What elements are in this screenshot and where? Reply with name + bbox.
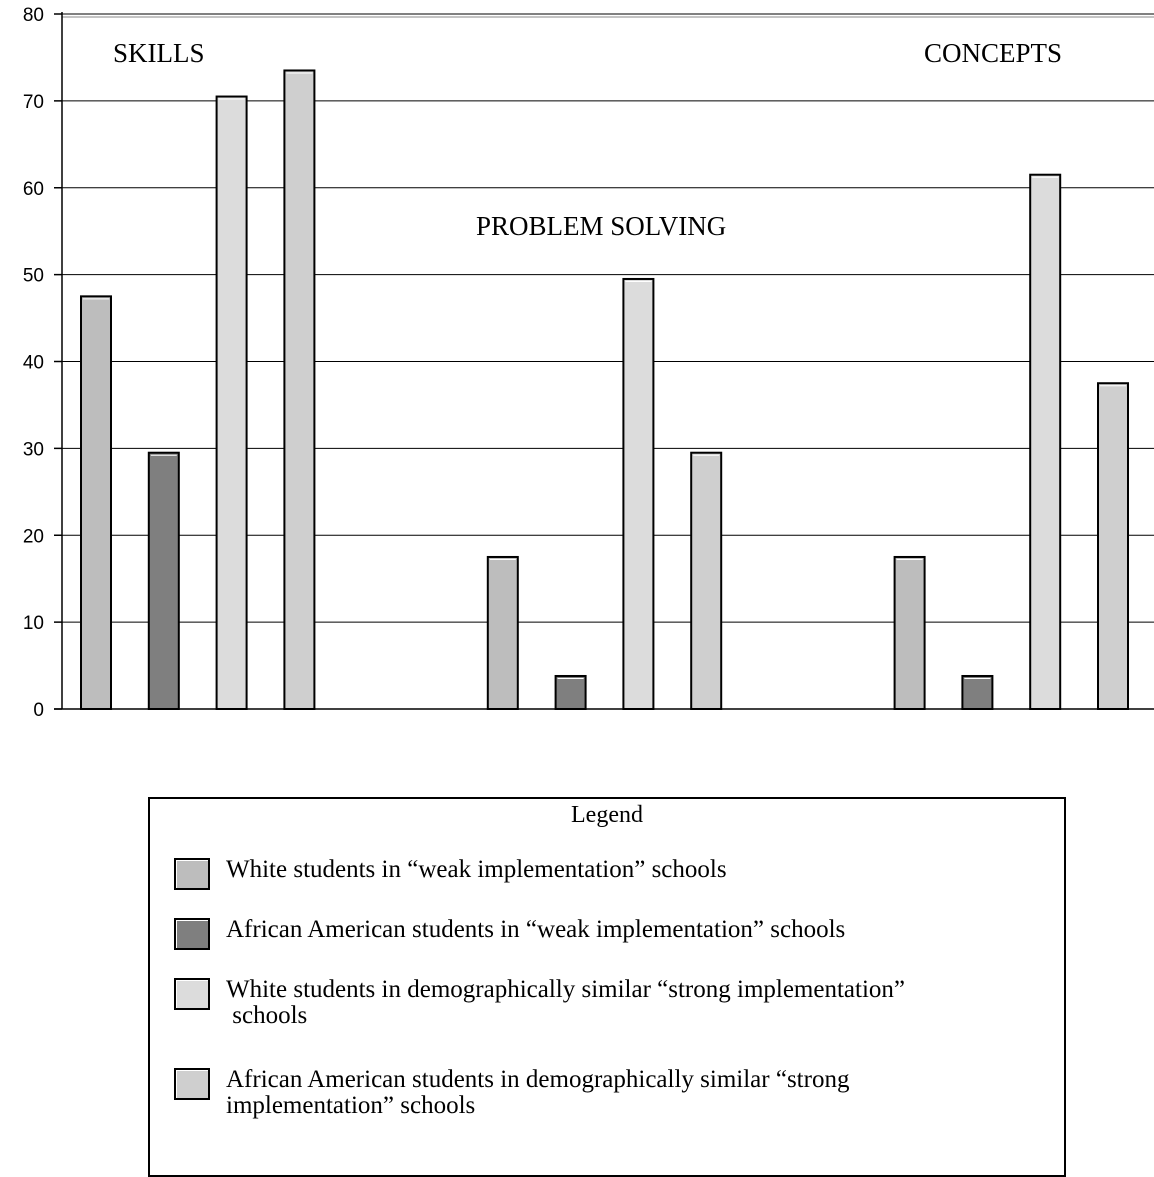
- legend-label: African American students in “weak imple…: [226, 916, 846, 943]
- bar-chart: 0 10 20 30 40 50 60 70 80 SKILLS PROBLEM SOLVING CO…: [23, 5, 1154, 721]
- y-tick-label: 70: [23, 92, 44, 113]
- legend-label: White students in demographically simila…: [226, 976, 906, 1029]
- y-tick-label: 30: [23, 439, 44, 460]
- y-tick-label: 0: [33, 700, 44, 721]
- group-label: CONCEPTS: [924, 38, 1062, 68]
- legend-label: African American students in demographic…: [226, 1066, 850, 1119]
- y-tick-label: 50: [23, 266, 44, 287]
- bar: [1097, 382, 1129, 710]
- y-tick-label: 10: [23, 613, 44, 634]
- legend-swatch: [174, 918, 210, 950]
- legend-title: Legend: [571, 802, 643, 828]
- bar: [486, 555, 519, 710]
- group-label: SKILLS: [113, 38, 205, 68]
- bar: [893, 555, 926, 710]
- y-tick-label: 40: [23, 353, 44, 374]
- legend-swatch: [174, 1068, 210, 1100]
- y-tick-label: 20: [23, 526, 44, 547]
- bar: [690, 451, 723, 710]
- y-tick-label: 80: [23, 5, 44, 26]
- bar: [1029, 173, 1062, 710]
- bar: [215, 95, 248, 710]
- legend-swatch: [174, 978, 210, 1010]
- legend: Legend White students in “weak implement…: [148, 797, 1066, 1177]
- y-tick-label: 60: [23, 179, 44, 200]
- bar: [622, 277, 655, 710]
- bar: [147, 451, 180, 710]
- bar: [554, 674, 587, 710]
- bar: [961, 674, 994, 710]
- bar: [283, 69, 316, 710]
- group-label: PROBLEM SOLVING: [476, 211, 726, 241]
- bar: [80, 295, 112, 710]
- legend-swatch: [174, 858, 210, 890]
- legend-label: White students in “weak implementation” …: [226, 856, 727, 883]
